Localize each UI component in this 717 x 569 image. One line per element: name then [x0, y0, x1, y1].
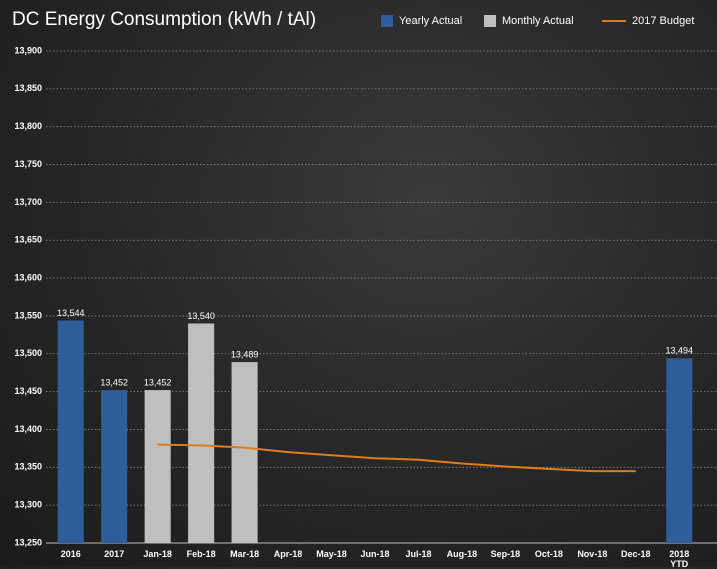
- x-tick-label: Aug-18: [446, 549, 478, 559]
- y-tick-label: 13,350: [14, 462, 42, 472]
- data-label: 13,544: [57, 308, 85, 318]
- chart-title: DC Energy Consumption (kWh / tAl): [12, 9, 316, 30]
- y-tick-label: 13,400: [14, 424, 42, 434]
- y-tick-label: 13,800: [14, 121, 42, 131]
- x-tick-label: Nov-18: [577, 549, 608, 559]
- y-tick-label: 13,850: [14, 83, 42, 93]
- data-label: 13,494: [666, 346, 694, 356]
- y-tick-label: 13,750: [14, 159, 42, 169]
- bar: [57, 320, 84, 543]
- bar: [231, 362, 258, 543]
- budget-line: [157, 443, 636, 473]
- x-tick-label: Mar-18: [230, 549, 260, 559]
- y-tick-label: 13,250: [14, 537, 42, 547]
- x-tick-label: Dec-18: [621, 549, 651, 559]
- data-label: 13,489: [231, 349, 259, 359]
- y-tick-label: 13,550: [14, 310, 42, 320]
- bar: [188, 323, 215, 543]
- y-tick-label: 13,700: [14, 197, 42, 207]
- y-tick-label: 13,300: [14, 500, 42, 510]
- y-tick-label: 13,650: [14, 235, 42, 245]
- x-tick-label: Oct-18: [534, 549, 563, 559]
- bar: [666, 358, 693, 543]
- bar: [144, 390, 171, 543]
- x-tick-label: 2016: [60, 549, 81, 559]
- legend-label: Monthly Actual: [502, 15, 574, 27]
- data-label: 13,452: [144, 377, 172, 387]
- x-tick-label: Sep-18: [490, 549, 521, 559]
- legend-label: 2017 Budget: [632, 15, 694, 27]
- y-tick-label: 13,500: [14, 348, 42, 358]
- y-tick-label: 13,600: [14, 272, 42, 282]
- y-tick-label: 13,900: [14, 45, 42, 55]
- x-tick-label: Jul-18: [405, 549, 432, 559]
- x-tick-label: Feb-18: [186, 549, 216, 559]
- data-label: 13,540: [187, 311, 215, 321]
- legend-swatch: [484, 15, 496, 27]
- legend-swatch: [381, 15, 393, 27]
- x-tick-label: May-18: [316, 549, 347, 559]
- y-tick-label: 13,450: [14, 386, 42, 396]
- x-tick-label: Jan-18: [143, 549, 172, 559]
- x-tick-label: 2018 YTD: [669, 549, 690, 569]
- bar: [101, 390, 128, 543]
- x-tick-label: 2017: [104, 549, 125, 559]
- legend-label: Yearly Actual: [399, 15, 462, 27]
- data-label: 13,452: [100, 377, 128, 387]
- x-tick-label: Apr-18: [273, 549, 303, 559]
- x-tick-label: Jun-18: [360, 549, 390, 559]
